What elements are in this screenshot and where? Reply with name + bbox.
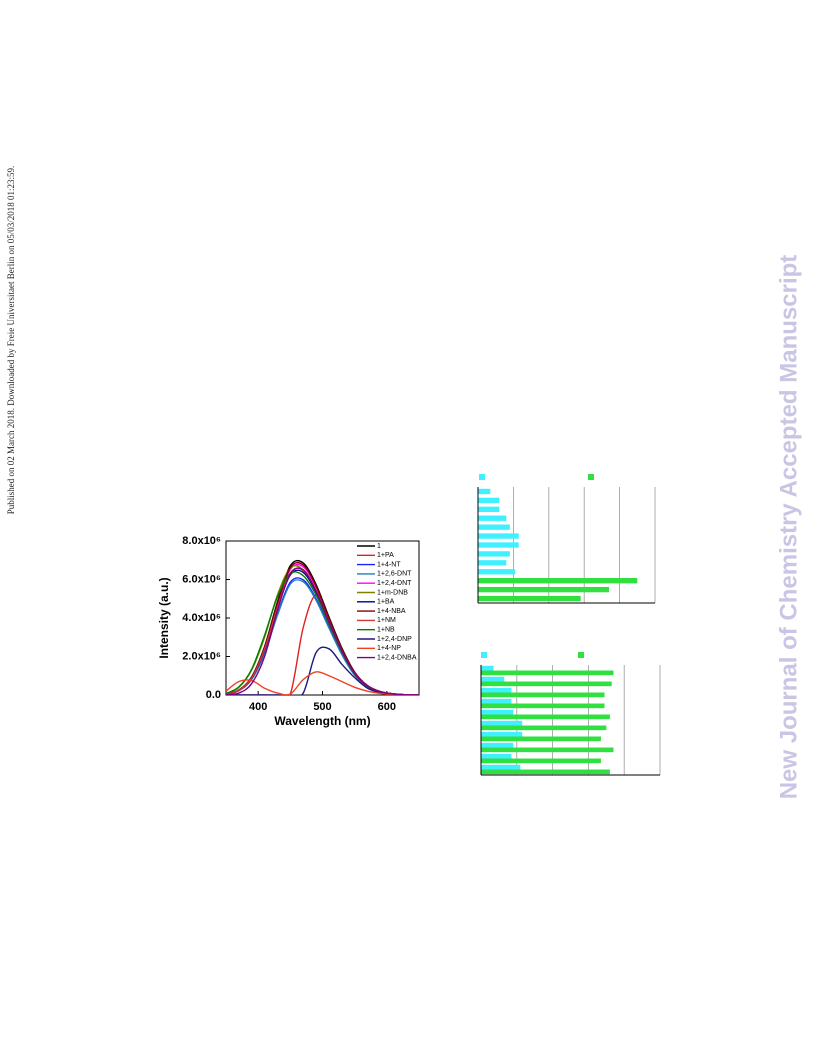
legend-swatch: [578, 652, 584, 658]
bar: [481, 742, 514, 748]
legend-label: 1+4-NP: [377, 645, 401, 652]
bar: [481, 676, 505, 682]
legend-label: 1+NM: [377, 617, 396, 624]
legend-swatch: [481, 652, 487, 658]
series-line: [226, 671, 419, 695]
bar: [481, 687, 512, 693]
x-tick-label: 600: [378, 701, 396, 713]
bar: [478, 586, 609, 593]
legend-swatch: [479, 474, 485, 480]
legend-label: 1+2,6-DNT: [377, 571, 412, 578]
bar: [481, 731, 523, 737]
bar: [481, 758, 601, 764]
legend-swatch: [588, 474, 594, 480]
bar: [481, 703, 605, 709]
x-axis-label: Wavelength (nm): [274, 714, 370, 728]
side-note: Published on 02 March 2018. Downloaded b…: [6, 166, 16, 514]
bar: [478, 506, 500, 512]
legend-label: 1: [377, 543, 381, 550]
bar: [478, 560, 507, 566]
bar: [481, 714, 610, 720]
legend-label: 1+m-DNB: [377, 589, 408, 596]
bar: [481, 692, 605, 698]
legend-label: 1+PA: [377, 552, 394, 559]
bar: [478, 488, 491, 495]
bar: [478, 542, 519, 548]
bar: [481, 769, 610, 775]
bar: [481, 709, 514, 715]
series-line: [226, 567, 419, 695]
legend-label: 1+2,4-DNBA: [377, 654, 417, 661]
y-tick-label: 4.0x10⁶: [182, 612, 221, 624]
legend-label: 1+2,4-DNT: [377, 580, 412, 587]
bar: [478, 533, 519, 539]
legend-label: 1+BA: [377, 599, 395, 606]
legend-label: 1+4-NT: [377, 561, 401, 568]
bar: [481, 698, 512, 704]
bar: [481, 725, 607, 731]
bar: [481, 747, 614, 753]
bar: [481, 764, 521, 770]
bar: [478, 569, 516, 575]
x-tick-label: 400: [249, 701, 267, 713]
y-tick-label: 0.0: [206, 689, 221, 701]
bar: [481, 681, 612, 687]
bar: [478, 497, 500, 504]
watermark: New Journal of Chemistry Accepted Manusc…: [775, 255, 802, 800]
legend-label: 1+4-NBA: [377, 608, 406, 615]
bar: [478, 578, 638, 584]
bar: [481, 665, 494, 671]
legend-label: 1+NB: [377, 627, 395, 634]
bar: [478, 524, 510, 530]
legend-label: 1+2,4-DNP: [377, 636, 412, 643]
bar: [478, 515, 507, 521]
y-axis-label: Intensity (a.u.): [157, 577, 171, 658]
bar: [481, 753, 512, 759]
y-tick-label: 6.0x10⁶: [182, 573, 221, 585]
bar: [478, 595, 581, 602]
bar: [478, 551, 510, 557]
y-tick-label: 2.0x10⁶: [182, 650, 221, 662]
y-tick-label: 8.0x10⁶: [182, 535, 221, 547]
bar: [481, 670, 614, 676]
bar: [481, 736, 601, 742]
bar: [481, 720, 523, 726]
x-tick-label: 500: [313, 701, 331, 713]
